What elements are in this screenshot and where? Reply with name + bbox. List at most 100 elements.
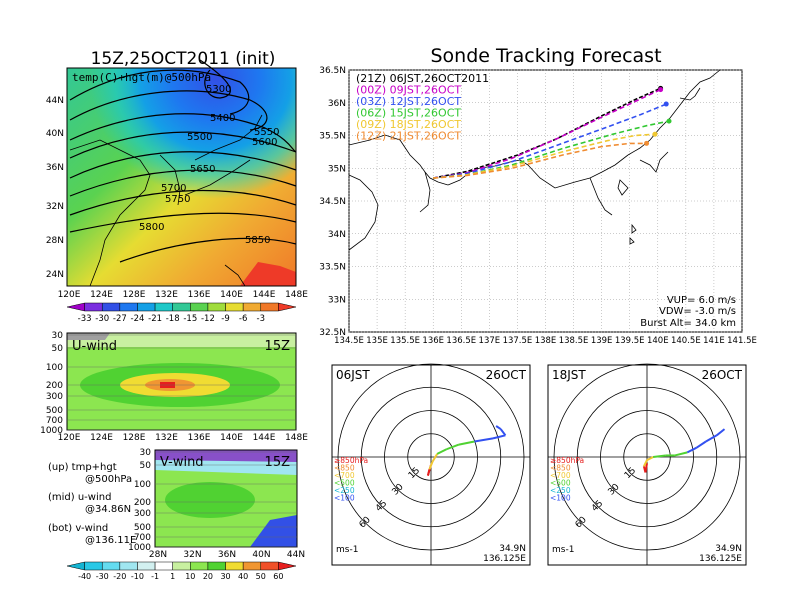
uwind-topography — [67, 333, 110, 340]
contour-label: 5850 — [245, 235, 270, 246]
pressure-tick: 700 — [46, 416, 63, 426]
hodograph-segment — [646, 456, 654, 461]
map-500hpa-coastline — [69, 114, 263, 287]
hodograph-legend-item: <700 — [334, 471, 355, 480]
hodograph-segment — [653, 454, 666, 458]
note-up-level: @500hPa — [85, 474, 132, 485]
map-500hpa-lon-ticks: 120E 124E 128E 132E 136E 140E 144E 148E — [58, 290, 309, 300]
uwind-lon-tick: 124E — [90, 433, 113, 443]
map-500hpa-lon-tick: 128E — [123, 290, 146, 300]
contour-label: 5650 — [190, 164, 215, 175]
map-500hpa-title: 15Z,25OCT2011 (init) — [91, 49, 276, 69]
track-lon-tick: 139.5E — [615, 336, 645, 346]
colorbar-label: -1 — [151, 572, 159, 581]
colorbar-swatch — [66, 561, 85, 571]
hodograph-segment — [436, 448, 447, 455]
map-500hpa-lat-tick: 40N — [46, 129, 64, 139]
vwind-lat-tick: 40N — [252, 550, 270, 560]
contour-label: 5400 — [210, 113, 235, 124]
track-lat-tick: 33.5N — [319, 263, 346, 273]
vwind-time: 15Z — [265, 455, 291, 470]
colorbar-swatch — [242, 302, 262, 312]
hodograph-segment — [686, 446, 698, 454]
map-500hpa-warm-patch — [240, 262, 296, 286]
hodograph-legend-item: <500 — [550, 479, 571, 488]
track-legend-item: (12Z) 21JST,26OCT — [356, 130, 461, 143]
hodograph-legend-item: <500 — [334, 479, 355, 488]
track-legend-item: (00Z) 09JST,26OCT — [356, 84, 461, 97]
colorbar-label: 50 — [256, 572, 266, 581]
colorbar-label: 60 — [273, 572, 283, 581]
colorbar-swatch — [278, 561, 297, 571]
contour-label: 5300 — [206, 84, 231, 95]
note-up: (up) tmp+hgt — [48, 462, 117, 473]
track-lat-tick: 35.5N — [319, 132, 346, 142]
colorbar-swatch — [172, 302, 191, 312]
track-lat-tick: 33N — [328, 295, 346, 305]
hodograph-legend-item: <250 — [334, 486, 355, 495]
pressure-tick: 30 — [140, 448, 152, 458]
map-500hpa-lat-tick: 24N — [46, 270, 64, 280]
pressure-tick: 50 — [140, 461, 152, 471]
hodograph-lat: 34.9N — [715, 544, 742, 554]
colorbar-label: -30 — [95, 314, 109, 324]
hodograph-legend-item: <100 — [550, 494, 571, 503]
track-legend-item: (06Z) 15JST,26OCT — [356, 107, 461, 120]
track-lon-tick: 136.5E — [446, 336, 476, 346]
track-lon-tick: 135E — [366, 336, 388, 346]
hodograph-title: 18JST — [552, 368, 586, 382]
note-mid-level: @34.86N — [85, 504, 131, 515]
pressure-tick: 200 — [134, 498, 151, 508]
uwind-lon-tick: 144E — [253, 433, 276, 443]
track-lon-tick: 138E — [535, 336, 557, 346]
colorbar-label: 40 — [238, 572, 248, 581]
hodograph-segment — [716, 428, 726, 437]
pressure-tick: 500 — [46, 406, 63, 416]
hodograph-legend-item: <700 — [550, 471, 571, 480]
track-lat-tick: 34.5N — [319, 197, 346, 207]
track-lat-ticks: 36.5N 36N 35.5N 35N 34.5N 34N 33.5N 33N 32.5N — [319, 66, 346, 338]
colorbar-label: -9 — [221, 314, 229, 324]
uwind-lon-tick: 136E — [188, 433, 211, 443]
wind-colorbar: -40 -30 -20 -10 -1 1 10 20 30 40 50 60 — [66, 561, 297, 581]
colorbar-swatch — [84, 302, 103, 312]
vwind-lat-tick: 28N — [149, 550, 167, 560]
map-500hpa-lon-tick: 136E — [188, 290, 211, 300]
hodograph-segment — [499, 428, 507, 436]
vwind-lat-ticks: 28N 32N 36N 40N 44N — [149, 550, 305, 560]
track-series-line — [433, 142, 647, 179]
hodograph-date: 26OCT — [702, 368, 743, 382]
hodograph-segment — [428, 461, 434, 470]
colorbar-swatch — [84, 561, 103, 571]
pressure-tick: 300 — [46, 392, 63, 402]
note-mid: (mid) u-wind — [48, 492, 111, 503]
uwind-lon-tick: 132E — [155, 433, 178, 443]
height-contours — [69, 59, 297, 263]
track-lat-tick: 36.5N — [319, 66, 346, 76]
hodograph-segment — [458, 440, 475, 446]
track-endpoint — [652, 131, 658, 137]
map-500hpa-lat-ticks: 44N 40N 36N 32N 28N 24N — [46, 96, 64, 280]
hodograph-lat: 34.9N — [499, 544, 526, 554]
colorbar-swatch — [66, 302, 85, 312]
pressure-tick: 1000 — [128, 543, 151, 553]
colorbar-label: -20 — [113, 572, 126, 581]
hodograph-segment — [674, 451, 688, 457]
hodograph-legend-item: <850 — [550, 464, 571, 473]
track-vdw: VDW= -3.0 m/s — [659, 306, 736, 317]
hodograph-segment — [492, 434, 506, 440]
pressure-tick: 100 — [134, 480, 151, 490]
uwind-lon-tick: 140E — [220, 433, 243, 443]
colorbar-label: -10 — [131, 572, 144, 581]
hodograph-units: ms-1 — [552, 545, 574, 555]
vwind-label: V-wind — [160, 455, 204, 470]
track-parameters: VUP= 6.0 m/s VDW= -3.0 m/s Burst Alt= 34… — [640, 295, 736, 329]
uwind-lon-ticks: 120E 124E 128E 132E 136E 140E 144E 148E — [58, 433, 309, 443]
colorbar-label: 30 — [220, 572, 230, 581]
vwind-blue-patch — [250, 515, 297, 547]
contour-label: 5750 — [165, 194, 190, 205]
colorbar-swatch — [172, 561, 191, 571]
